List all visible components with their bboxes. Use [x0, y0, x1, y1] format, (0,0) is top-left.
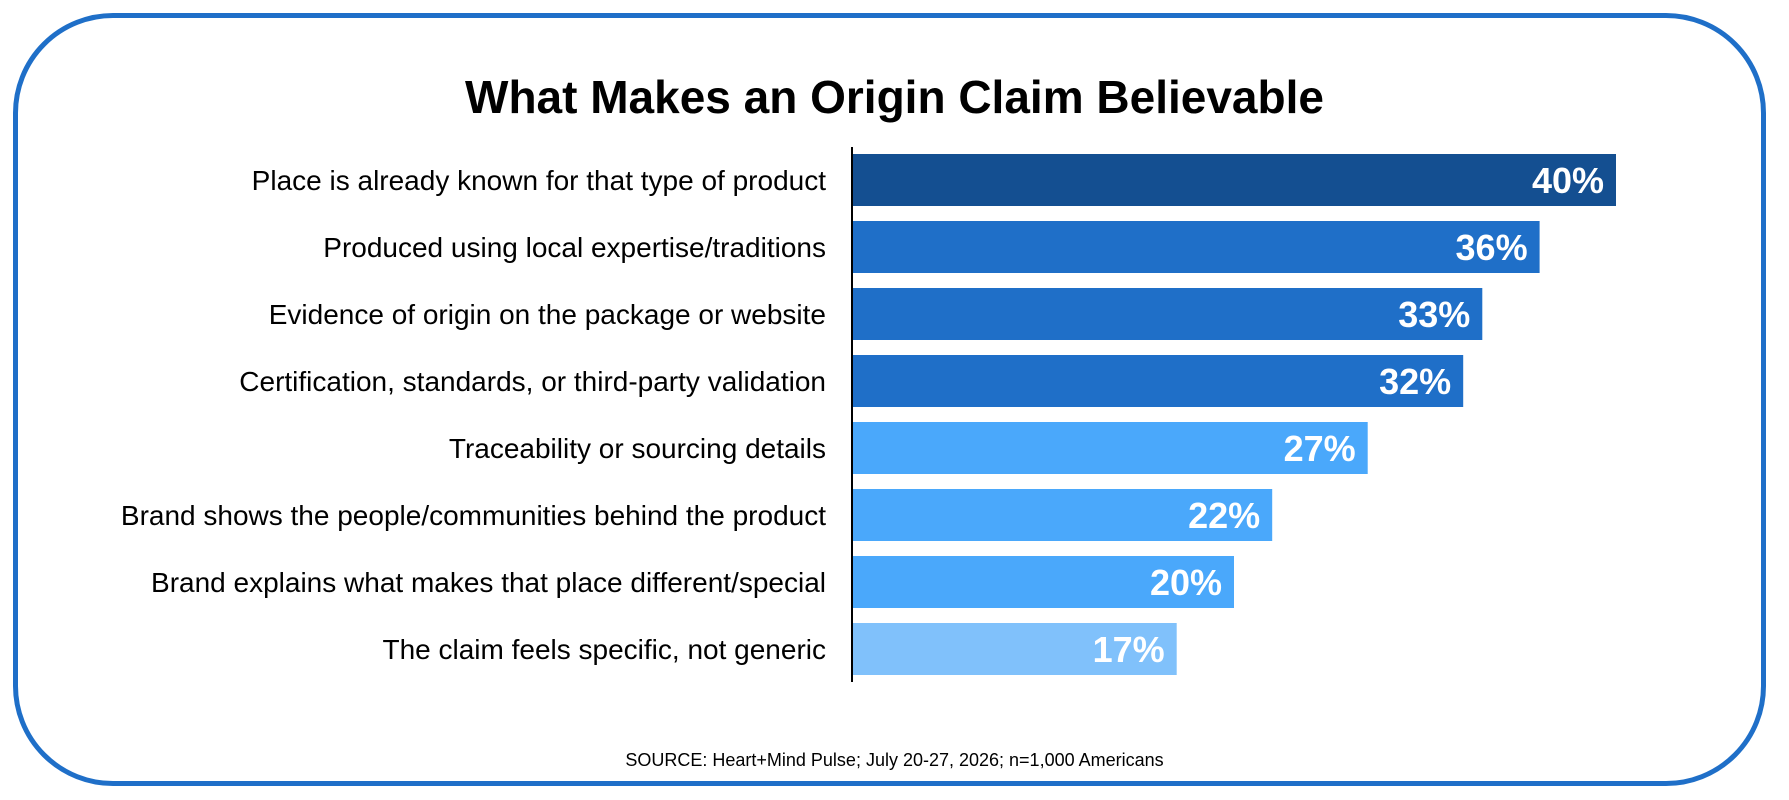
bars-group: Place is already known for that type of …: [121, 154, 1616, 675]
bar: [852, 623, 1177, 675]
value-label: 32%: [1379, 361, 1451, 402]
value-label: 17%: [1093, 629, 1165, 670]
chart-title: What Makes an Origin Claim Believable: [465, 71, 1324, 123]
value-label: 20%: [1150, 562, 1222, 603]
value-label: 40%: [1532, 160, 1604, 201]
bar: [852, 355, 1464, 407]
category-label: Traceability or sourcing details: [449, 433, 826, 464]
value-label: 33%: [1398, 294, 1470, 335]
category-label: Certification, standards, or third-party…: [239, 366, 826, 397]
bar: [852, 154, 1616, 206]
bar: [852, 556, 1234, 608]
category-label: Brand explains what makes that place dif…: [151, 567, 826, 598]
bar: [852, 288, 1483, 340]
bar: [852, 221, 1540, 273]
value-label: 22%: [1188, 495, 1260, 536]
category-label: Produced using local expertise/tradition…: [323, 232, 826, 263]
source-note: SOURCE: Heart+Mind Pulse; July 20-27, 20…: [625, 750, 1164, 770]
category-label: Place is already known for that type of …: [252, 165, 827, 196]
value-label: 36%: [1456, 227, 1528, 268]
bar: [852, 422, 1368, 474]
value-label: 27%: [1284, 428, 1356, 469]
bar: [852, 489, 1273, 541]
category-label: Brand shows the people/communities behin…: [121, 500, 826, 531]
category-label: Evidence of origin on the package or web…: [269, 299, 826, 330]
category-label: The claim feels specific, not generic: [382, 634, 826, 665]
